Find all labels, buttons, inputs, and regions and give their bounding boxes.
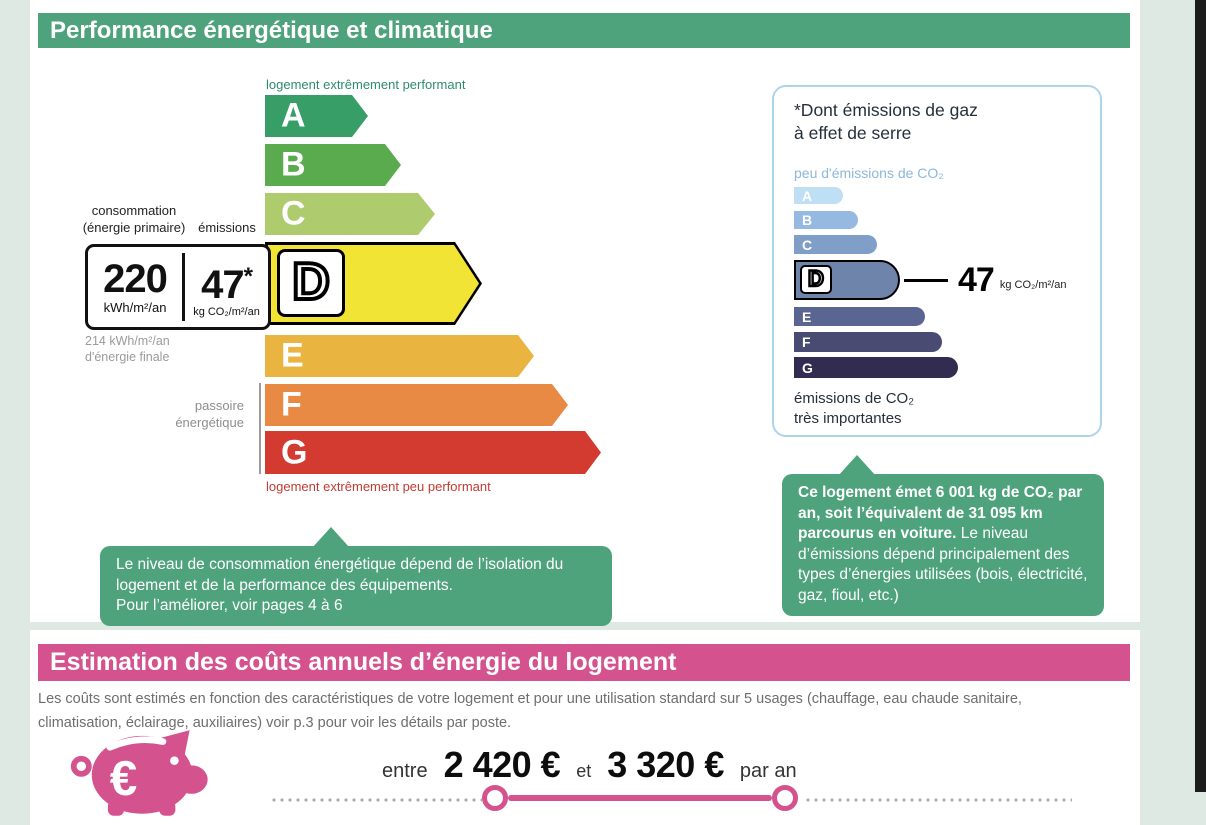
section-title-energy: Performance énergétique et climatique bbox=[38, 13, 1130, 48]
slider-handle-left bbox=[482, 785, 508, 811]
bubble-pointer bbox=[312, 527, 350, 548]
co2-panel-title: *Dont émissions de gaz à effet de serre bbox=[794, 99, 978, 145]
cost-estimation-section: Estimation des coûts annuels d’énergie d… bbox=[30, 630, 1140, 825]
co2-class-d: D bbox=[794, 260, 900, 300]
co2-callout-line bbox=[904, 278, 948, 282]
energy-class-c: C bbox=[265, 193, 435, 235]
co2-value-column: 47* kg CO₂/m²/an bbox=[185, 247, 268, 327]
co2-class-letter: A bbox=[802, 187, 813, 204]
sieve-label-line2: énergétique bbox=[175, 414, 244, 430]
co2-low-label: peu d'émissions de CO₂ bbox=[794, 165, 944, 181]
co2-callout: 47 kg CO₂/m²/an bbox=[904, 260, 1066, 300]
co2-class-letter: C bbox=[802, 236, 813, 253]
co2-high-label: émissions de CO₂ très importantes bbox=[794, 389, 914, 428]
co2-value: 47* bbox=[201, 262, 253, 307]
piggy-bank-icon: € bbox=[70, 730, 208, 816]
energy-unit: kWh/m²/an bbox=[103, 300, 167, 315]
cost-slider-dots-right bbox=[804, 798, 1072, 802]
energy-value: 220 bbox=[103, 257, 168, 301]
cost-slider-range bbox=[508, 795, 772, 801]
co2-high-line1: émissions de CO₂ bbox=[794, 390, 915, 407]
sieve-bracket-line bbox=[259, 383, 261, 474]
co2-class-g: G bbox=[794, 357, 958, 378]
energy-sieve-label: passoire énergétique bbox=[148, 398, 244, 432]
co2-title-line2: à effet de serre bbox=[794, 122, 912, 143]
cost-slider-dots-left bbox=[270, 798, 482, 802]
per-year-label: par an bbox=[739, 760, 797, 782]
between-label: entre bbox=[382, 760, 428, 782]
final-energy-label: 214 kWh/m²/an d'énergie finale bbox=[85, 333, 170, 366]
section-title-cost: Estimation des coûts annuels d’énergie d… bbox=[38, 644, 1130, 681]
co2-class-letter: E bbox=[802, 308, 812, 325]
energy-advice-text: Le niveau de consommation énergétique dé… bbox=[116, 556, 564, 594]
energy-class-d: D bbox=[265, 242, 482, 325]
energy-class-e: E bbox=[265, 335, 534, 377]
final-energy-value: 214 kWh/m²/an bbox=[85, 334, 170, 348]
energy-value-column: 220 kWh/m²/an bbox=[88, 247, 182, 327]
scale-top-label: logement extrêmement performant bbox=[266, 77, 466, 92]
dpe-value-box: 220 kWh/m²/an 47* kg CO₂/m²/an bbox=[85, 244, 271, 330]
co2-callout-value: 47 bbox=[958, 260, 995, 299]
co2-high-line2: très importantes bbox=[794, 409, 902, 427]
cost-low-value: 2 420 € bbox=[443, 744, 561, 785]
scale-bottom-label: logement extrêmement peu performant bbox=[266, 479, 491, 494]
co2-title-line1: *Dont émissions de gaz bbox=[794, 100, 978, 120]
energy-class-g: G bbox=[265, 431, 601, 474]
sieve-label-line1: passoire bbox=[194, 398, 244, 413]
co2-unit: kg CO₂/m²/an bbox=[193, 305, 260, 318]
energy-class-a: A bbox=[265, 95, 368, 137]
emissions-column-label: émissions bbox=[198, 220, 256, 235]
co2-emissions-panel: *Dont émissions de gaz à effet de serre … bbox=[772, 85, 1102, 437]
consumption-column-label: consommation (énergie primaire) bbox=[76, 203, 192, 237]
svg-text:€: € bbox=[110, 751, 137, 806]
screen-edge-strip bbox=[1195, 0, 1206, 792]
cost-description: Les coûts sont estimés en fonction des c… bbox=[38, 691, 1022, 731]
energy-performance-section: Performance énergétique et climatique lo… bbox=[30, 0, 1140, 626]
selected-energy-class-letter: D bbox=[277, 249, 345, 317]
energy-class-b: B bbox=[265, 144, 401, 186]
value-box-divider bbox=[182, 253, 185, 321]
energy-class-f: F bbox=[265, 384, 568, 426]
co2-callout-unit: kg CO₂/m²/an bbox=[999, 279, 1067, 291]
cost-high-value: 3 320 € bbox=[607, 744, 724, 785]
energy-class-letter: A bbox=[281, 96, 306, 135]
energy-class-letter: E bbox=[281, 336, 304, 375]
co2-class-a: A bbox=[794, 187, 843, 204]
co2-asterisk: * bbox=[243, 262, 253, 290]
cost-range-line: entre 2 420 € et 3 320 € par an bbox=[382, 744, 797, 786]
energy-class-letter: C bbox=[281, 194, 306, 233]
slider-handle-right bbox=[772, 785, 798, 811]
co2-class-b: B bbox=[794, 211, 858, 229]
bubble-pointer bbox=[838, 455, 876, 476]
energy-advice-bubble: Le niveau de consommation énergétique dé… bbox=[100, 527, 612, 626]
energy-class-letter: B bbox=[281, 145, 306, 184]
energy-advice-pages: Pour l’améliorer, voir pages 4 à 6 bbox=[116, 597, 343, 615]
and-label: et bbox=[576, 761, 592, 781]
section-title-energy-text: Performance énergétique et climatique bbox=[50, 17, 493, 44]
final-energy-caption: d'énergie finale bbox=[85, 350, 170, 365]
consumption-label-line2: (énergie primaire) bbox=[82, 219, 186, 235]
energy-class-letter: G bbox=[281, 433, 308, 471]
co2-class-letter: B bbox=[802, 212, 813, 228]
co2-advice-text: Le niveau d’émissions dépend principalem… bbox=[798, 525, 1088, 605]
co2-class-letter: F bbox=[802, 334, 811, 350]
energy-class-letter: F bbox=[281, 385, 302, 424]
co2-class-e: E bbox=[794, 307, 925, 326]
section-title-cost-text: Estimation des coûts annuels d’énergie d… bbox=[50, 648, 677, 676]
co2-advice-bubble: Ce logement émet 6 001 kg de CO₂ par an,… bbox=[782, 455, 1104, 616]
consumption-label-line1: consommation bbox=[91, 203, 177, 218]
co2-advice-bold-text: Ce logement émet 6 001 kg de CO₂ par an,… bbox=[798, 484, 1083, 543]
co2-class-letter: G bbox=[802, 359, 813, 376]
co2-class-f: F bbox=[794, 332, 942, 352]
co2-class-c: C bbox=[794, 235, 877, 254]
selected-co2-class-letter: D bbox=[800, 264, 832, 294]
